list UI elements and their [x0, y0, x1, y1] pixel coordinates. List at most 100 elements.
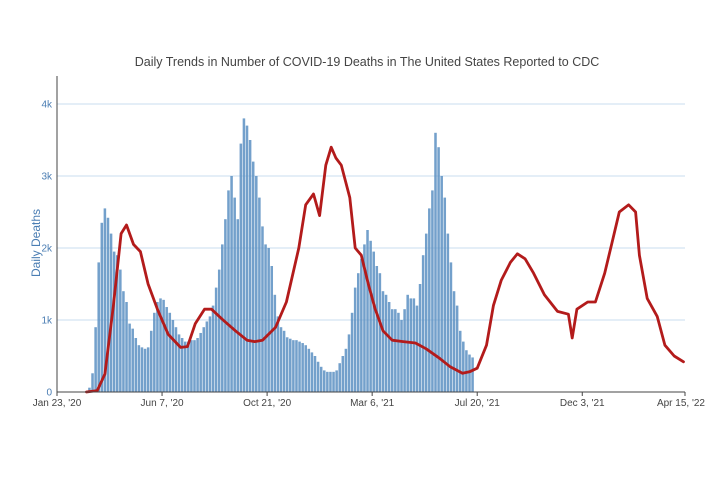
bar: [437, 147, 440, 392]
bar: [394, 309, 397, 392]
bar: [418, 284, 422, 392]
bar: [378, 273, 382, 392]
bar: [125, 302, 128, 392]
bar: [233, 197, 236, 392]
bar: [115, 255, 119, 392]
bar: [230, 176, 233, 392]
bar: [353, 287, 357, 392]
bar: [282, 330, 286, 392]
bar: [338, 363, 341, 392]
bar: [400, 320, 403, 392]
bar: [434, 132, 437, 393]
bar: [183, 341, 187, 392]
bar: [397, 312, 400, 392]
bar: [112, 251, 116, 392]
y-tick-label: 2k: [41, 244, 53, 255]
bar: [140, 347, 144, 392]
bar: [109, 233, 113, 392]
y-tick-label: 3k: [41, 172, 53, 183]
bar: [366, 230, 369, 392]
bar: [106, 217, 110, 392]
bar: [276, 316, 280, 392]
y-tick-label: 1k: [41, 316, 53, 327]
bar: [298, 341, 301, 392]
x-tick-label: Jun 7, '20: [141, 398, 184, 409]
bar: [245, 125, 249, 392]
y-axis-label: Daily Deaths: [29, 209, 43, 277]
bar: [415, 305, 419, 392]
bar: [149, 330, 153, 392]
bar: [270, 266, 274, 392]
bar: [332, 371, 335, 392]
bar: [344, 348, 348, 392]
bar: [193, 340, 196, 392]
bar: [319, 366, 323, 392]
bar: [91, 373, 94, 392]
bar: [307, 348, 311, 392]
x-tick-label: Jul 20, '21: [455, 398, 501, 409]
x-tick-label: Jan 23, '20: [33, 398, 82, 409]
bar: [242, 118, 246, 393]
bar: [122, 291, 125, 392]
bar: [211, 305, 215, 392]
bar: [458, 330, 462, 392]
bar: [196, 338, 199, 392]
bar: [202, 327, 206, 392]
y-tick-label: 4k: [41, 100, 53, 111]
bar: [341, 356, 345, 392]
bar: [452, 291, 456, 392]
bar: [217, 269, 221, 392]
x-tick-label: Mar 6, '21: [350, 398, 395, 409]
bar: [180, 338, 184, 392]
bar: [103, 208, 107, 392]
bar: [273, 294, 277, 392]
bar: [462, 341, 465, 392]
bar: [372, 251, 375, 392]
x-tick-label: Oct 21, '20: [243, 398, 291, 409]
bar: [292, 340, 295, 392]
bar: [134, 338, 138, 392]
bar: [94, 327, 97, 392]
bar: [409, 298, 413, 392]
bar: [310, 352, 314, 392]
bar: [88, 387, 91, 392]
bar: [390, 309, 394, 392]
bar: [199, 332, 202, 392]
bar: [289, 338, 292, 392]
bar: [227, 190, 230, 392]
bar: [267, 248, 270, 392]
bar: [119, 269, 122, 392]
bar: [156, 302, 159, 392]
bar: [387, 302, 391, 392]
bar: [384, 294, 388, 392]
trend-line: [85, 145, 685, 394]
bar: [335, 370, 338, 392]
bar: [258, 197, 261, 392]
bar: [421, 255, 425, 392]
bar: [251, 161, 255, 392]
bar: [424, 233, 428, 392]
trend-line-layer: [85, 145, 685, 394]
bar: [224, 219, 227, 392]
bar: [137, 345, 141, 392]
bar: [214, 287, 218, 392]
bar: [455, 305, 459, 392]
bar: [131, 328, 134, 392]
bar: [171, 320, 175, 392]
bar: [375, 266, 379, 392]
x-ticks: Jan 23, '20 Jun 7, '20 Oct 21, '20 Mar 6, '…: [33, 392, 705, 409]
bar: [295, 340, 298, 392]
bar: [323, 370, 326, 392]
bar: [146, 347, 150, 392]
bar: [313, 356, 317, 392]
bar: [205, 321, 209, 392]
bar: [369, 240, 372, 392]
bar: [356, 273, 360, 392]
bar: [239, 143, 243, 392]
bar: [208, 316, 212, 392]
bar: [440, 176, 443, 392]
y-ticks: 0 1k 2k 3k 4k: [41, 100, 53, 399]
bar: [468, 354, 471, 392]
bar: [403, 309, 406, 392]
bar: [159, 298, 162, 392]
